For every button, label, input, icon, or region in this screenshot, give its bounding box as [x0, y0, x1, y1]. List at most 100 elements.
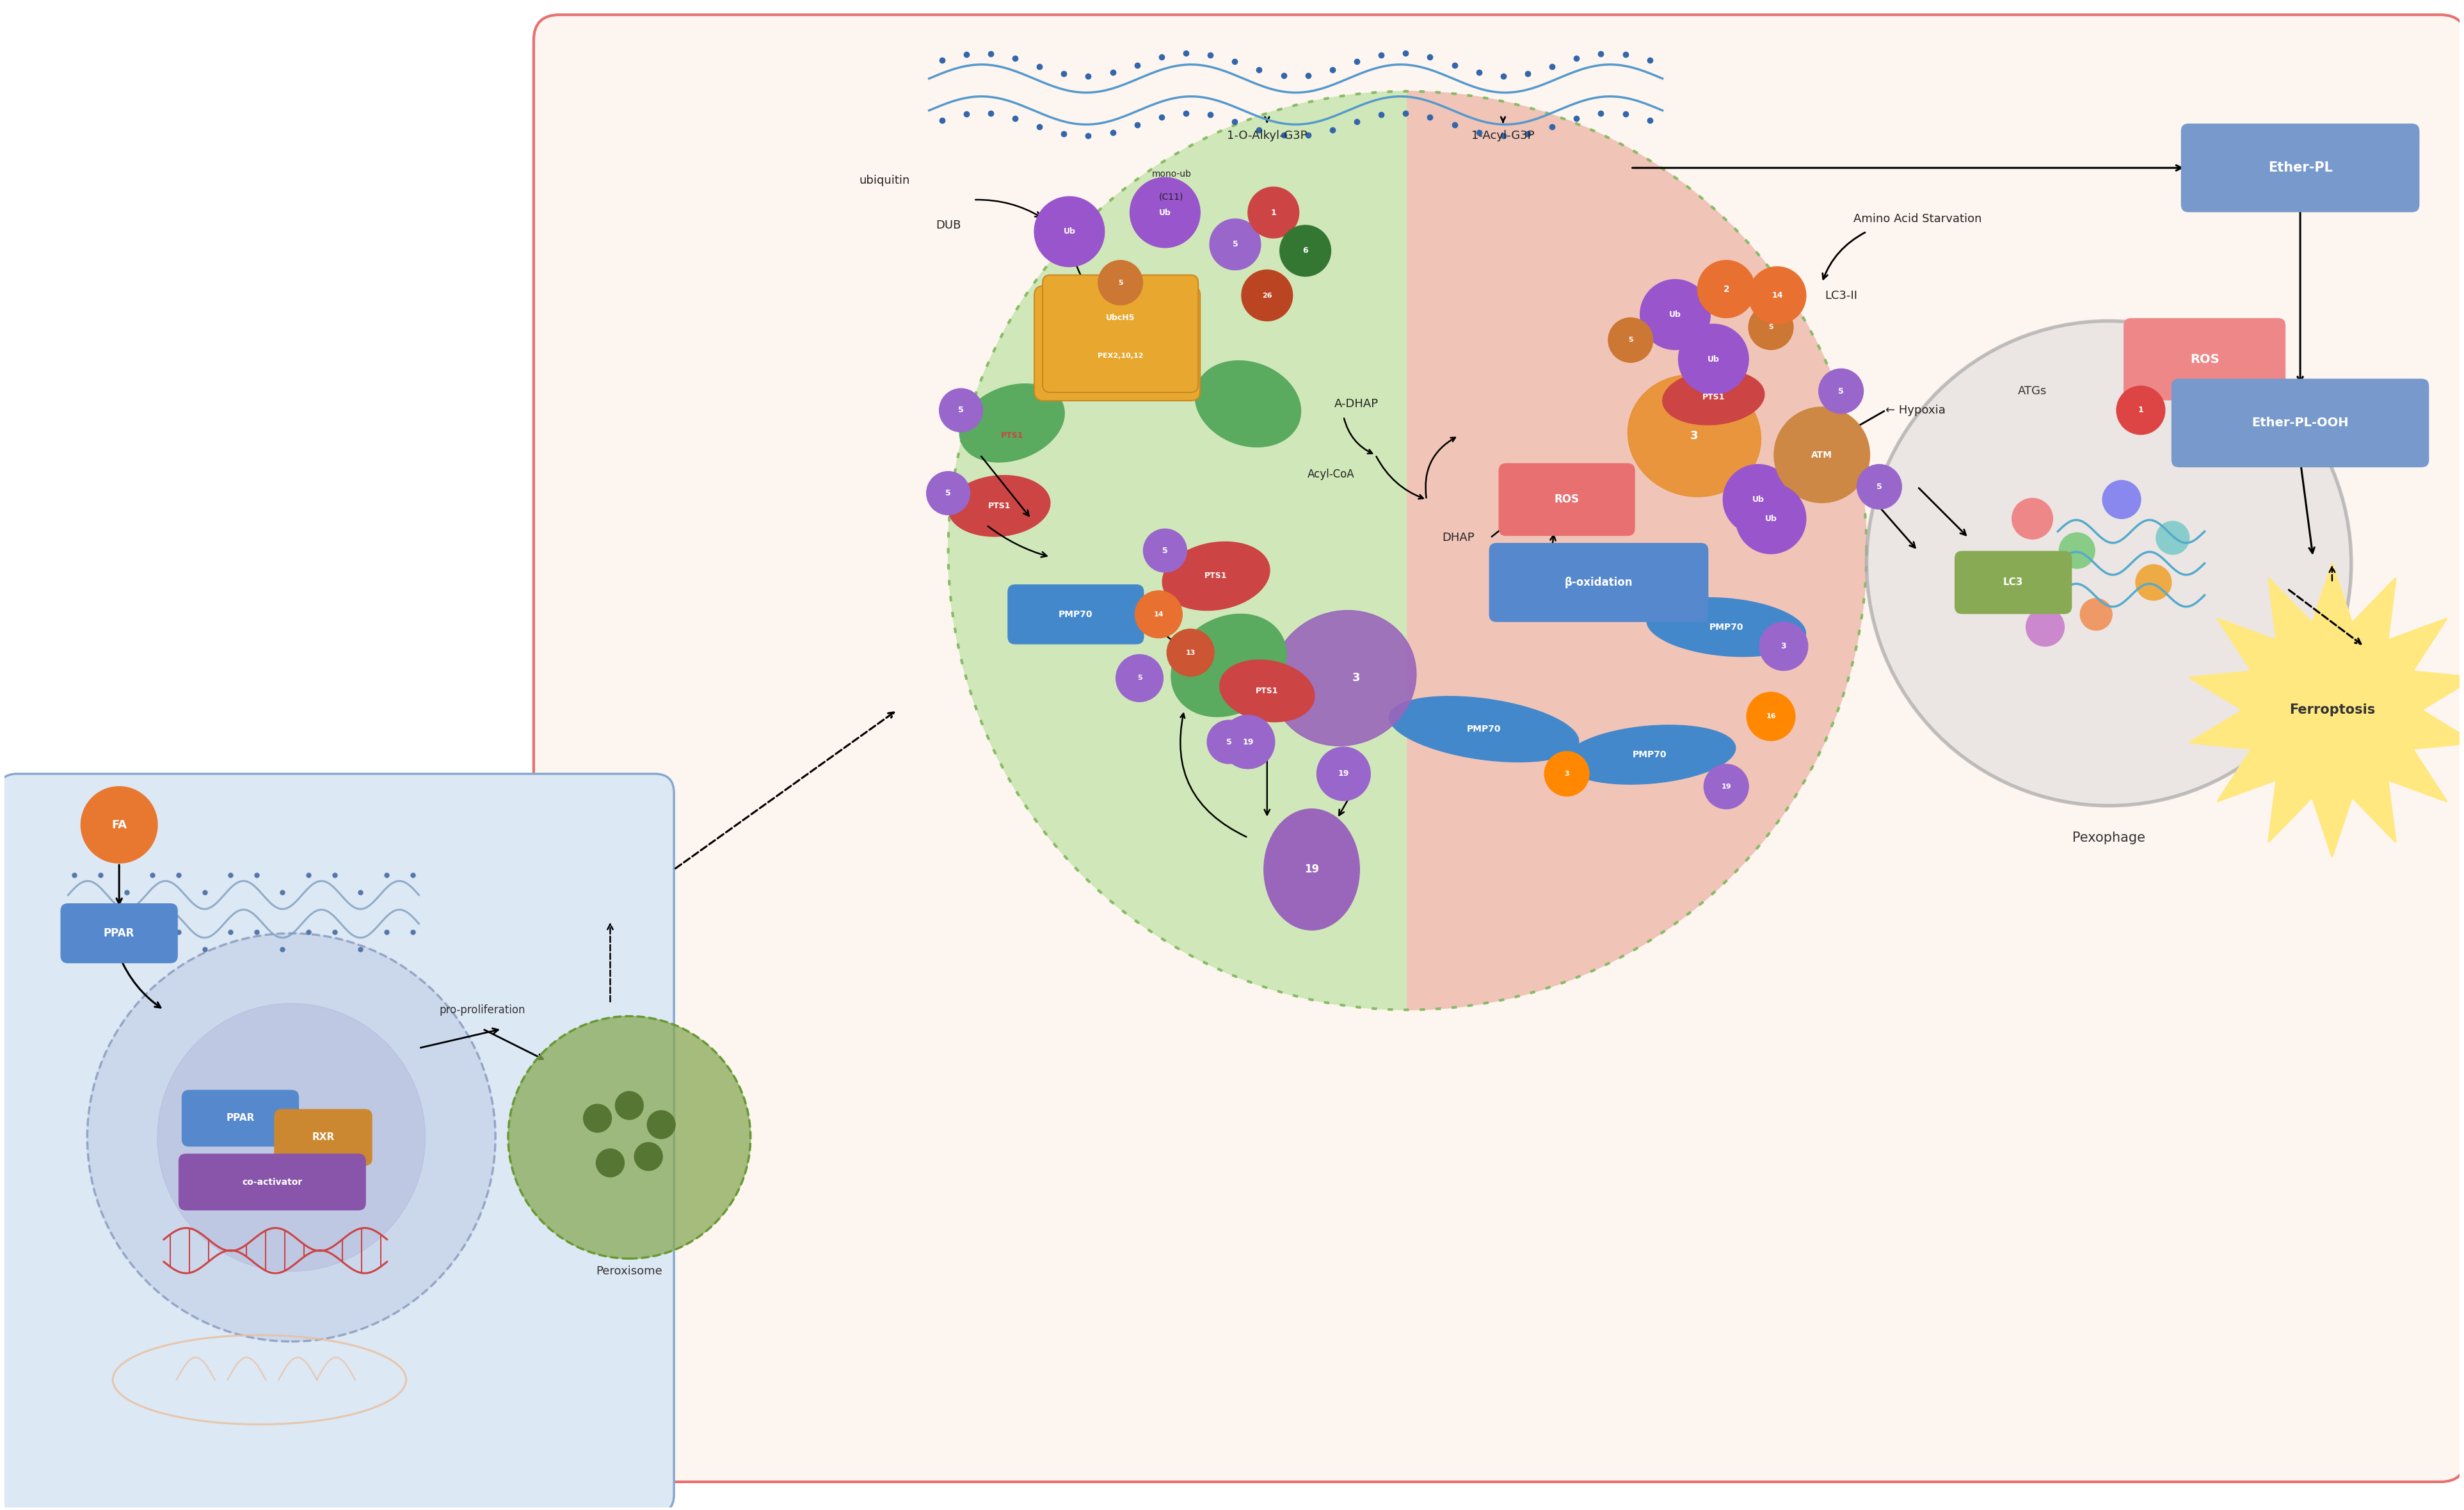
- Circle shape: [1545, 752, 1589, 796]
- Text: 2: 2: [1722, 284, 1730, 293]
- Text: 14: 14: [1772, 291, 1784, 299]
- Text: ROS: ROS: [2190, 353, 2220, 365]
- Text: 5: 5: [1119, 279, 1124, 285]
- Ellipse shape: [958, 384, 1064, 462]
- Text: Ub: Ub: [1158, 208, 1170, 216]
- Text: 19: 19: [1303, 864, 1318, 876]
- Text: 1-Acyl-G3P: 1-Acyl-G3P: [1471, 130, 1535, 142]
- Circle shape: [1735, 483, 1806, 554]
- Circle shape: [1168, 630, 1215, 676]
- Circle shape: [1222, 716, 1274, 769]
- Circle shape: [1747, 692, 1796, 740]
- Text: LC3: LC3: [2003, 578, 2023, 587]
- Circle shape: [1242, 270, 1294, 322]
- Ellipse shape: [1646, 598, 1806, 657]
- Text: Ub: Ub: [1668, 311, 1680, 319]
- Circle shape: [81, 787, 158, 864]
- Text: 3: 3: [1565, 770, 1570, 778]
- Circle shape: [1698, 260, 1754, 317]
- Text: 14: 14: [1153, 612, 1163, 618]
- Text: 19: 19: [1722, 784, 1732, 790]
- Circle shape: [1609, 317, 1653, 362]
- Text: 1: 1: [1271, 208, 1276, 216]
- Text: Amino Acid Starvation: Amino Acid Starvation: [1853, 213, 1981, 225]
- FancyBboxPatch shape: [177, 1154, 367, 1211]
- Circle shape: [2060, 533, 2094, 568]
- Circle shape: [1247, 187, 1299, 239]
- Text: PTS1: PTS1: [1703, 393, 1725, 402]
- Text: 1: 1: [2139, 406, 2144, 414]
- FancyBboxPatch shape: [1954, 551, 2072, 615]
- Text: 16: 16: [1767, 713, 1777, 720]
- Circle shape: [1279, 225, 1331, 276]
- Text: 3: 3: [1353, 672, 1360, 684]
- Circle shape: [2080, 598, 2112, 630]
- Text: Pexophage: Pexophage: [2072, 830, 2146, 844]
- Circle shape: [508, 1016, 752, 1258]
- Circle shape: [926, 471, 971, 515]
- Text: 5: 5: [1232, 240, 1237, 249]
- Text: DHAP: DHAP: [1441, 532, 1473, 544]
- Circle shape: [1749, 305, 1794, 350]
- Text: ATM: ATM: [1811, 450, 1833, 459]
- Circle shape: [648, 1110, 675, 1139]
- FancyBboxPatch shape: [0, 773, 675, 1510]
- Text: A-DHAP: A-DHAP: [1333, 399, 1377, 409]
- Text: Ether-PL-OOH: Ether-PL-OOH: [2252, 417, 2348, 429]
- Circle shape: [1116, 654, 1163, 702]
- Text: RXR: RXR: [313, 1132, 335, 1142]
- Circle shape: [1774, 408, 1870, 503]
- Text: co-activator: co-activator: [241, 1178, 303, 1187]
- Text: FA: FA: [111, 818, 126, 830]
- FancyBboxPatch shape: [535, 15, 2464, 1481]
- FancyBboxPatch shape: [274, 1108, 372, 1166]
- Ellipse shape: [1170, 615, 1286, 717]
- Circle shape: [2102, 480, 2141, 518]
- Text: Ub: Ub: [1708, 355, 1720, 364]
- Text: 1-O-Alkyl-G3P: 1-O-Alkyl-G3P: [1227, 130, 1308, 142]
- FancyBboxPatch shape: [1042, 275, 1198, 393]
- Circle shape: [2156, 521, 2188, 554]
- Circle shape: [1136, 590, 1183, 637]
- Text: 5: 5: [1136, 675, 1141, 681]
- FancyBboxPatch shape: [62, 903, 177, 963]
- Polygon shape: [2188, 563, 2464, 856]
- Circle shape: [86, 933, 495, 1341]
- FancyBboxPatch shape: [1488, 544, 1708, 622]
- Text: PMP70: PMP70: [1710, 622, 1745, 631]
- Text: PEX2,10,12: PEX2,10,12: [1096, 365, 1138, 371]
- Circle shape: [1099, 260, 1143, 305]
- Circle shape: [1210, 219, 1262, 270]
- Text: PEX2,10,12: PEX2,10,12: [1096, 353, 1143, 359]
- Circle shape: [1207, 720, 1252, 764]
- Circle shape: [1035, 196, 1104, 267]
- Text: Acyl-CoA: Acyl-CoA: [1308, 468, 1355, 480]
- Ellipse shape: [1163, 542, 1269, 610]
- Text: PMP70: PMP70: [1060, 610, 1094, 619]
- Text: PTS1: PTS1: [988, 501, 1010, 510]
- Text: 13: 13: [1185, 649, 1195, 655]
- Circle shape: [2136, 565, 2171, 601]
- Text: Ub: Ub: [1752, 495, 1764, 504]
- Text: 5: 5: [1838, 387, 1843, 396]
- Ellipse shape: [1271, 610, 1417, 746]
- Circle shape: [1316, 747, 1370, 800]
- Ellipse shape: [1629, 374, 1762, 497]
- Text: UbcH5: UbcH5: [1106, 314, 1136, 322]
- Text: 5: 5: [1629, 337, 1634, 343]
- Text: PPAR: PPAR: [227, 1113, 254, 1123]
- Text: UbcH5: UbcH5: [1114, 313, 1121, 341]
- Text: 5: 5: [1227, 738, 1232, 746]
- Circle shape: [1749, 267, 1806, 325]
- Text: pro-proliferation: pro-proliferation: [439, 1004, 525, 1016]
- Text: 5: 5: [1769, 325, 1774, 331]
- Text: ATGs: ATGs: [2018, 385, 2048, 397]
- Text: DUB: DUB: [936, 219, 961, 231]
- Circle shape: [633, 1143, 663, 1170]
- Wedge shape: [1407, 91, 1868, 1010]
- Text: PMP70: PMP70: [1634, 750, 1666, 760]
- FancyBboxPatch shape: [1035, 285, 1200, 400]
- Text: PTS1: PTS1: [1205, 572, 1227, 580]
- Circle shape: [616, 1092, 643, 1119]
- Circle shape: [1705, 764, 1749, 809]
